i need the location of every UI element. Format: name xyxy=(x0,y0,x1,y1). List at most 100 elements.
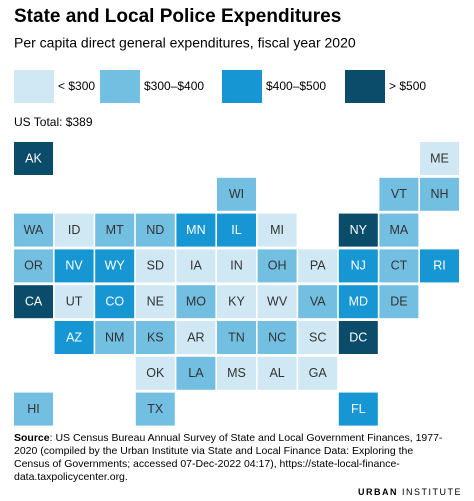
state-tile xyxy=(338,392,378,426)
state-tile xyxy=(14,285,53,319)
state-tile xyxy=(14,249,53,283)
state-tile xyxy=(338,213,378,247)
state-tile xyxy=(95,321,135,354)
state-label: MT xyxy=(106,223,124,237)
state-label: OK xyxy=(146,366,165,380)
state-label: OR xyxy=(24,259,43,273)
legend-label: > $500 xyxy=(389,79,426,93)
state-label: AL xyxy=(269,366,284,380)
state-label: IA xyxy=(190,259,202,273)
state-label: VT xyxy=(391,187,407,201)
state-label: KY xyxy=(228,294,245,308)
state-tile xyxy=(298,249,338,283)
legend-label: < $300 xyxy=(58,79,95,93)
state-label: UT xyxy=(66,294,83,308)
state-tile xyxy=(420,177,459,211)
state-tile xyxy=(217,321,256,354)
legend-swatch xyxy=(100,70,140,103)
state-tile xyxy=(135,392,175,426)
state-tile xyxy=(54,249,94,283)
state-label: FL xyxy=(351,402,366,416)
logo: URBAN INSTITUTE xyxy=(358,487,462,497)
state-label: RI xyxy=(433,259,446,273)
source-label: Source xyxy=(14,432,50,444)
state-tile xyxy=(217,285,256,319)
state-tile xyxy=(420,142,459,175)
state-label: NJ xyxy=(351,259,366,273)
legend-label: $400–$500 xyxy=(266,79,326,93)
state-tile xyxy=(379,249,419,283)
legend-swatch xyxy=(345,70,385,103)
state-tile xyxy=(54,321,94,354)
state-label: OH xyxy=(268,259,287,273)
state-tile xyxy=(420,249,459,283)
state-tile xyxy=(95,285,135,319)
state-tile xyxy=(257,213,297,247)
state-tile xyxy=(135,213,175,247)
state-tile xyxy=(95,213,135,247)
state-tile xyxy=(217,356,256,390)
state-tile xyxy=(338,285,378,319)
state-tile xyxy=(338,249,378,283)
state-label: ME xyxy=(430,151,449,165)
state-tile xyxy=(135,356,175,390)
state-tile xyxy=(14,213,53,247)
state-label: TX xyxy=(147,402,164,416)
state-tile xyxy=(257,285,297,319)
state-label: DE xyxy=(390,294,407,308)
state-tile xyxy=(379,213,419,247)
state-label: AZ xyxy=(66,330,82,344)
legend-swatch xyxy=(222,70,262,103)
state-tile xyxy=(176,249,216,283)
state-tile xyxy=(257,249,297,283)
chart: State and Local Police Expenditures Per … xyxy=(14,6,459,426)
state-label: WA xyxy=(24,223,44,237)
state-label: DC xyxy=(349,330,367,344)
state-label: MN xyxy=(186,223,205,237)
state-tile xyxy=(379,177,419,211)
state-tile xyxy=(298,285,338,319)
state-label: KS xyxy=(147,330,164,344)
state-label: NM xyxy=(105,330,124,344)
state-label: CA xyxy=(25,294,43,308)
state-label: AR xyxy=(187,330,204,344)
state-label: VA xyxy=(310,294,326,308)
state-label: PA xyxy=(310,259,326,273)
state-tile xyxy=(338,321,378,354)
state-label: GA xyxy=(309,366,328,380)
state-label: WI xyxy=(229,187,244,201)
legend-label: $300–$400 xyxy=(144,79,204,93)
source-text: : US Census Bureau Annual Survey of Stat… xyxy=(14,432,443,483)
state-label: AK xyxy=(25,151,42,165)
state-tile xyxy=(14,142,53,175)
state-tile xyxy=(54,213,94,247)
logo-bold: URBAN xyxy=(357,487,398,497)
state-label: LA xyxy=(188,366,204,380)
chart-title: State and Local Police Expenditures xyxy=(14,6,341,27)
state-tile xyxy=(135,285,175,319)
state-label: MO xyxy=(186,294,206,308)
state-label: ND xyxy=(146,223,164,237)
state-tile xyxy=(176,285,216,319)
state-tile xyxy=(298,356,338,390)
state-tile xyxy=(217,177,256,211)
state-label: SD xyxy=(147,259,164,273)
state-label: MS xyxy=(227,366,246,380)
state-label: MA xyxy=(390,223,409,237)
state-tile xyxy=(176,213,216,247)
state-label: TN xyxy=(228,330,245,344)
state-label: NY xyxy=(350,223,368,237)
state-tile xyxy=(257,356,297,390)
state-tile xyxy=(95,249,135,283)
source: Source: US Census Bureau Annual Survey o… xyxy=(14,432,444,484)
state-label: WY xyxy=(105,259,126,273)
state-label: WV xyxy=(267,294,288,308)
state-tile xyxy=(217,249,256,283)
state-label: MD xyxy=(349,294,368,308)
note: US Total: $389 xyxy=(14,115,93,129)
state-label: IN xyxy=(230,259,243,273)
state-tile xyxy=(257,321,297,354)
state-tile xyxy=(298,321,338,354)
state-label: SC xyxy=(309,330,326,344)
